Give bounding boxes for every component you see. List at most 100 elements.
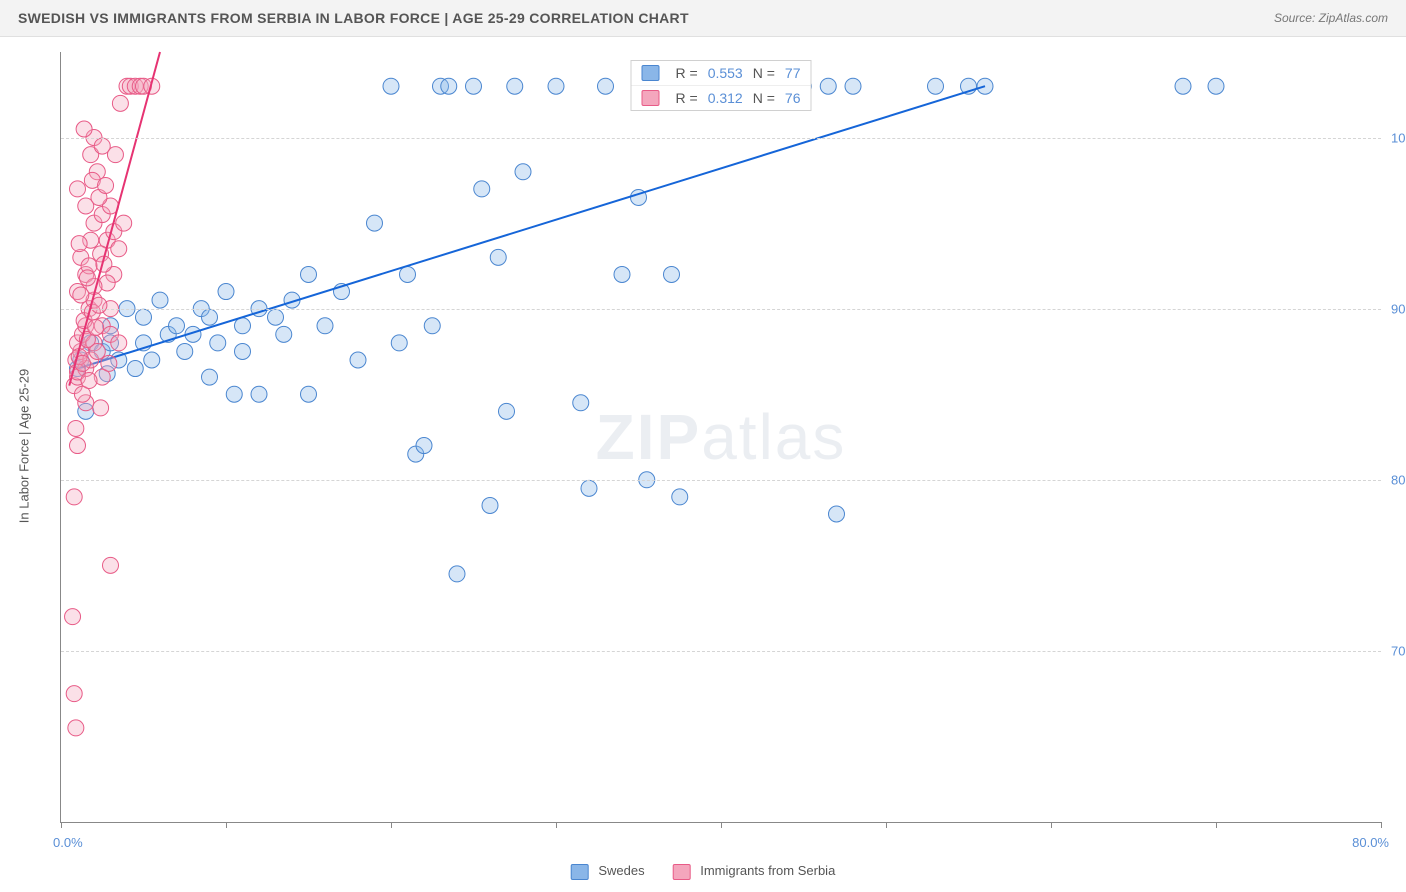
stat-n-label: N = [753,65,775,81]
data-point [101,355,117,371]
x-tick [556,822,557,828]
legend-item-serbia: Immigrants from Serbia [673,863,836,880]
data-point [449,566,465,582]
data-point [98,177,114,193]
data-point [573,395,589,411]
data-point [226,386,242,402]
data-point [65,609,81,625]
data-point [441,78,457,94]
data-point [301,266,317,282]
data-point [66,489,82,505]
data-point [672,489,688,505]
data-point [664,266,680,282]
data-point [1208,78,1224,94]
gridline [61,651,1381,652]
gridline [61,309,1381,310]
data-point [482,497,498,513]
data-point [112,95,128,111]
x-max-label: 80.0% [1352,835,1389,850]
data-point [507,78,523,94]
data-point [169,318,185,334]
swatch-serbia-icon [673,864,691,880]
x-tick [1051,822,1052,828]
data-point [103,557,119,573]
data-point [276,326,292,342]
data-point [829,506,845,522]
data-point [177,343,193,359]
header-bar: SWEDISH VS IMMIGRANTS FROM SERBIA IN LAB… [0,0,1406,37]
x-tick [1381,822,1382,828]
data-point [474,181,490,197]
data-point [490,249,506,265]
data-point [116,215,132,231]
data-point [598,78,614,94]
x-tick [721,822,722,828]
data-point [548,78,564,94]
data-point [68,420,84,436]
data-point [111,241,127,257]
data-point [136,309,152,325]
data-point [235,318,251,334]
data-point [76,121,92,137]
trend-line [78,86,986,368]
x-tick [61,822,62,828]
data-point [416,438,432,454]
x-origin-label: 0.0% [53,835,83,850]
data-point [614,266,630,282]
data-point [81,373,97,389]
stats-row-serbia: R = 0.312 N = 76 [632,86,811,110]
swatch-serbia-icon [642,90,660,106]
data-point [202,369,218,385]
data-point [391,335,407,351]
y-tick-label: 70.0% [1391,643,1406,658]
y-tick-label: 100.0% [1391,130,1406,145]
legend-label-swedes: Swedes [598,863,644,878]
data-point [928,78,944,94]
plot-svg [61,52,1381,822]
data-point [350,352,366,368]
data-point [383,78,399,94]
plot-area: ZIPatlas R = 0.553 N = 77 R = 0.312 N = … [60,52,1381,823]
data-point [111,335,127,351]
data-point [400,266,416,282]
data-point [845,78,861,94]
data-point [70,438,86,454]
data-point [515,164,531,180]
data-point [127,361,143,377]
swatch-swedes-icon [571,864,589,880]
stats-row-swedes: R = 0.553 N = 77 [632,61,811,86]
stat-r-value-swedes: 0.553 [708,65,743,81]
data-point [820,78,836,94]
stat-r-label: R = [676,65,698,81]
data-point [68,720,84,736]
data-point [107,147,123,163]
data-point [581,480,597,496]
stat-r-label: R = [676,90,698,106]
data-point [152,292,168,308]
data-point [235,343,251,359]
data-point [218,284,234,300]
stats-box: R = 0.553 N = 77 R = 0.312 N = 76 [631,60,812,111]
y-axis-title: In Labor Force | Age 25-29 [17,369,32,523]
data-point [424,318,440,334]
data-point [93,400,109,416]
gridline [61,138,1381,139]
data-point [66,686,82,702]
legend-label-serbia: Immigrants from Serbia [700,863,835,878]
y-tick-label: 90.0% [1391,301,1406,316]
data-point [79,270,95,286]
x-tick [886,822,887,828]
stat-r-value-serbia: 0.312 [708,90,743,106]
legend-item-swedes: Swedes [571,863,645,880]
x-tick [226,822,227,828]
data-point [251,386,267,402]
data-point [1175,78,1191,94]
data-point [317,318,333,334]
x-tick [391,822,392,828]
gridline [61,480,1381,481]
data-point [466,78,482,94]
y-tick-label: 80.0% [1391,472,1406,487]
swatch-swedes-icon [642,65,660,81]
x-tick [1216,822,1217,828]
data-point [367,215,383,231]
